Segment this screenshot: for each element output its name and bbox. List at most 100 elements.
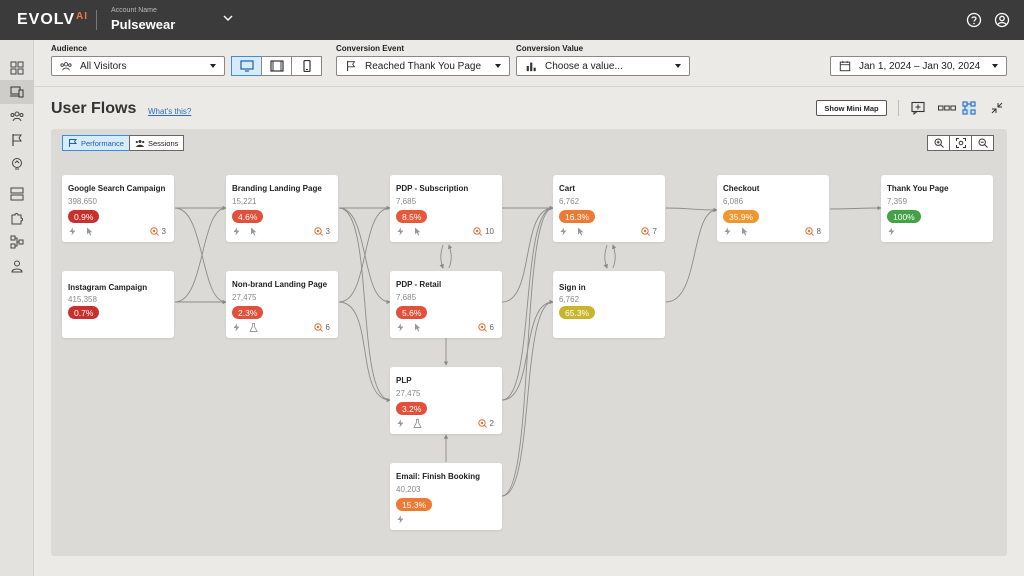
lightbulb-icon [12,158,22,170]
lightning-icon [233,227,240,236]
zoom-out-button[interactable] [971,135,994,151]
caret-down-icon [495,64,501,68]
sidebar-item-dashboard[interactable] [0,56,34,80]
conversion-rate-badge: 8.5% [396,210,428,223]
pointer-icon [578,227,584,236]
flow-node-non-brand-landing-page[interactable]: Non-brand Landing Page 27,475 2.3% 6 [226,271,338,338]
collapse-icon[interactable] [990,101,1004,115]
sidebar-item-account[interactable] [0,254,34,278]
experiment-count[interactable]: 10 [473,227,494,236]
device-toggle-group [231,56,322,76]
node-visitor-count: 6,762 [559,197,580,206]
node-visitor-count: 15,221 [232,197,257,206]
caret-down-icon [210,64,216,68]
flow-node-pdp-subscription[interactable]: PDP - Subscription 7,685 8.5% 10 [390,175,502,242]
users-icon [10,111,24,122]
user-profile-icon[interactable] [994,12,1010,28]
experiment-count[interactable]: 6 [477,323,494,332]
conversion-event-select[interactable]: Reached Thank You Page [336,56,510,76]
caret-down-icon [675,64,681,68]
evolv-logo[interactable]: EVOLVAI [17,11,89,28]
experiment-count[interactable]: 7 [640,227,657,236]
conversion-rate-badge: 15.3% [396,498,433,511]
node-icons [396,515,413,525]
node-visitor-count: 415,358 [68,295,97,304]
pointer-icon [415,323,421,332]
conversion-rate-badge: 0.9% [68,210,100,223]
devices-icon [10,86,24,98]
sidebar-item-audiences[interactable] [0,104,34,128]
sidebar-item-goals[interactable] [0,128,34,152]
show-mini-map-button[interactable]: Show Mini Map [816,100,887,116]
node-icons [723,227,757,237]
fit-view-icon [955,138,966,148]
experiment-count[interactable]: 2 [477,419,494,428]
sidebar-item-ideas[interactable] [0,152,34,176]
flow-node-sign-in[interactable]: Sign in 6,762 65.3% [553,271,665,338]
zoom-in-button[interactable] [927,135,950,151]
account-name[interactable]: Pulsewear [111,17,176,32]
dashboard-icon [10,61,24,75]
node-title: PDP - Subscription [396,184,469,193]
lightning-icon [233,323,240,332]
horizontal-layout-icon[interactable] [938,101,956,115]
view-toggle-group: Performance Sessions [62,135,185,151]
desktop-icon [239,60,254,72]
zoom-out-icon [977,138,988,148]
audience-select[interactable]: All Visitors [51,56,225,76]
experiment-count[interactable]: 3 [149,227,166,236]
add-comment-icon[interactable] [911,101,925,115]
sidebar-item-integrations[interactable] [0,206,34,230]
lightning-icon [397,419,404,428]
flow-node-email-finish-booking[interactable]: Email: Finish Booking 40,203 15.3% [390,463,502,530]
conversion-rate-badge: 0.7% [68,306,100,319]
conversion-rate-badge: 2.3% [232,306,264,319]
node-icons [396,419,430,429]
date-range-picker[interactable]: Jan 1, 2024 – Jan 30, 2024 [830,56,1007,76]
experiment-count[interactable]: 3 [313,227,330,236]
node-title: Thank You Page [887,184,949,193]
page-title: User Flows [51,100,137,117]
node-visitor-count: 40,203 [396,485,421,494]
node-visitor-count: 398,650 [68,197,97,206]
flow-node-branding-landing-page[interactable]: Branding Landing Page 15,221 4.6% 3 [226,175,338,242]
tree-layout-icon[interactable] [962,101,976,115]
experiment-count[interactable]: 8 [804,227,821,236]
node-title: Sign in [559,283,586,292]
conversion-value-select[interactable]: Choose a value... [516,56,690,76]
device-mobile-button[interactable] [291,56,322,76]
device-tablet-button[interactable] [261,56,292,76]
flow-node-checkout[interactable]: Checkout 6,086 35.9% 8 [717,175,829,242]
sessions-toggle[interactable]: Sessions [128,135,185,151]
conversion-rate-badge: 5.6% [396,306,428,319]
sidebar-item-user-flows[interactable] [0,80,34,104]
flow-canvas[interactable] [51,129,1007,556]
chevron-down-icon[interactable] [222,12,234,24]
filter-divider [34,86,1024,87]
mobile-icon [302,60,311,72]
node-icons [232,323,266,333]
flow-node-cart[interactable]: Cart 6,762 16.3% 7 [553,175,665,242]
help-icon[interactable] [966,12,982,28]
flow-node-instagram-campaign[interactable]: Instagram Campaign 415,358 0.7% [62,271,174,338]
flow-node-plp[interactable]: PLP 27,475 3.2% 2 [390,367,502,434]
pointer-icon [251,227,257,236]
flow-node-thank-you-page[interactable]: Thank You Page 7,359 100% [881,175,993,242]
pointer-icon [87,227,93,236]
whats-this-link[interactable]: What's this? [148,107,192,116]
lightning-icon [397,515,404,524]
performance-toggle[interactable]: Performance [62,135,130,151]
header-divider [96,10,97,30]
experiment-target-icon [149,227,159,236]
sidebar-item-layouts[interactable] [0,182,34,206]
flow-node-pdp-retail[interactable]: PDP - Retail 7,685 5.6% 6 [390,271,502,338]
tablet-icon [269,60,284,72]
flow-node-google-search-campaign[interactable]: Google Search Campaign 398,650 0.9% 3 [62,175,174,242]
fit-view-button[interactable] [949,135,972,151]
sidebar-item-hierarchy[interactable] [0,230,34,254]
node-icons [887,227,904,237]
device-desktop-button[interactable] [231,56,262,76]
flask-icon [413,419,422,428]
experiment-count[interactable]: 6 [313,323,330,332]
experiment-target-icon [477,419,487,428]
